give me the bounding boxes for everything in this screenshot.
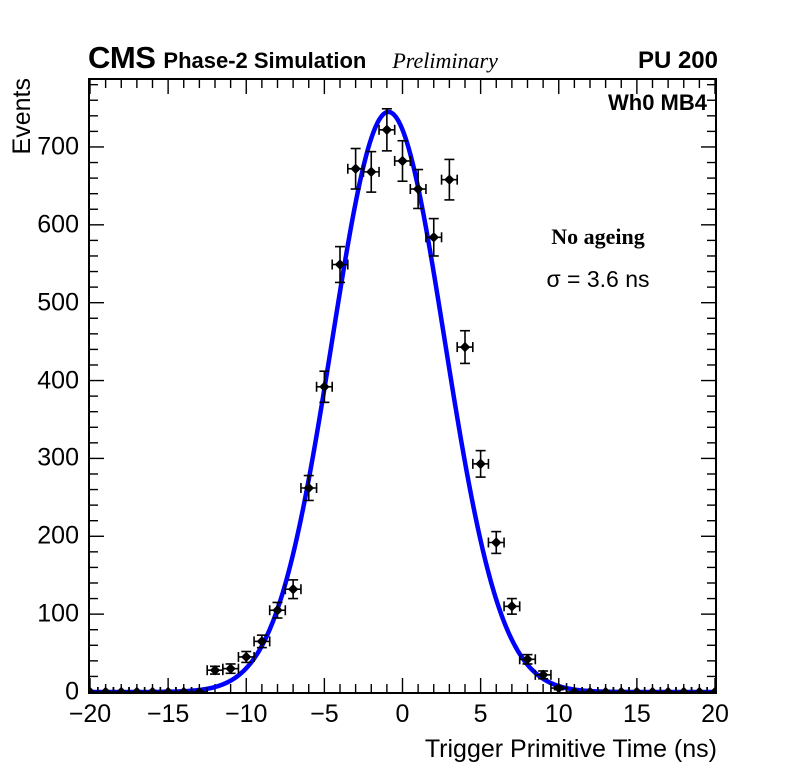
data-point [503,597,521,615]
x-tick-label: 5 [473,700,488,728]
data-point [456,329,474,365]
data-point [237,650,255,664]
data-point [268,601,287,619]
y-tick-label: 600 [37,210,79,239]
data-point [97,686,115,692]
y-tick-label: 300 [37,443,79,472]
data-point [206,664,224,676]
data-point [518,653,537,665]
y-tick-label: 0 [65,677,79,706]
y-tick-label: 100 [37,599,79,628]
data-point [112,686,130,692]
chamber-label: Wh0 MB4 [608,90,707,115]
y-tick-label: 500 [37,288,79,317]
fit-note-block: No ageing σ = 3.6 ns [488,224,708,293]
data-point [143,686,162,692]
data-point [534,669,552,681]
x-tick-label: 15 [622,700,651,728]
cms-preliminary-label: Preliminary [392,48,498,73]
data-point [425,217,443,257]
x-tick-label: 20 [701,700,729,728]
cms-logo: CMS [88,40,156,75]
sigma-label: σ = 3.6 ns [546,266,650,293]
data-point [90,686,99,692]
x-axis-title: Trigger Primitive Time (ns) [424,735,717,763]
x-tick-label: −15 [146,700,190,728]
y-axis-title: Events [8,78,36,155]
gaussian-fit-curve [90,109,715,692]
data-point [128,686,146,692]
ageing-label: No ageing [551,224,645,249]
cms-subtitle: Phase-2 Simulation [163,48,367,73]
plot-graphics [90,80,715,692]
x-tick-label: −20 [68,700,112,728]
data-point [362,150,380,193]
data-point [331,245,349,284]
data-point [675,686,693,692]
data-point [190,686,208,692]
data-point [690,686,708,692]
data-point [706,686,715,692]
data-points-layer [90,108,715,692]
data-point [347,147,365,190]
plot-frame: Wh0 MB4 No ageing σ = 3.6 ns [88,78,717,694]
data-point [487,530,505,555]
data-point [393,139,412,183]
data-point [628,686,646,692]
data-point [612,686,630,692]
data-point [300,474,318,502]
pileup-label: PU 200 [637,47,718,74]
x-tick-label: 0 [395,700,410,728]
data-point [472,449,490,478]
cms-header: CMS Phase-2 Simulation Preliminary PU 20… [88,40,718,75]
x-tick-label: −10 [225,700,268,728]
x-tick-label: −5 [310,700,339,728]
x-tick-label: 10 [544,700,573,728]
data-point [284,579,302,600]
data-point [315,370,333,404]
data-point [643,686,662,692]
y-tick-label: 200 [37,521,79,550]
data-point [222,663,240,675]
data-point [659,686,677,692]
data-point [378,108,396,152]
y-tick-label: 700 [37,132,79,161]
y-tick-label: 400 [37,366,79,395]
data-point [409,168,427,210]
data-point [253,634,271,649]
data-point [440,158,458,201]
